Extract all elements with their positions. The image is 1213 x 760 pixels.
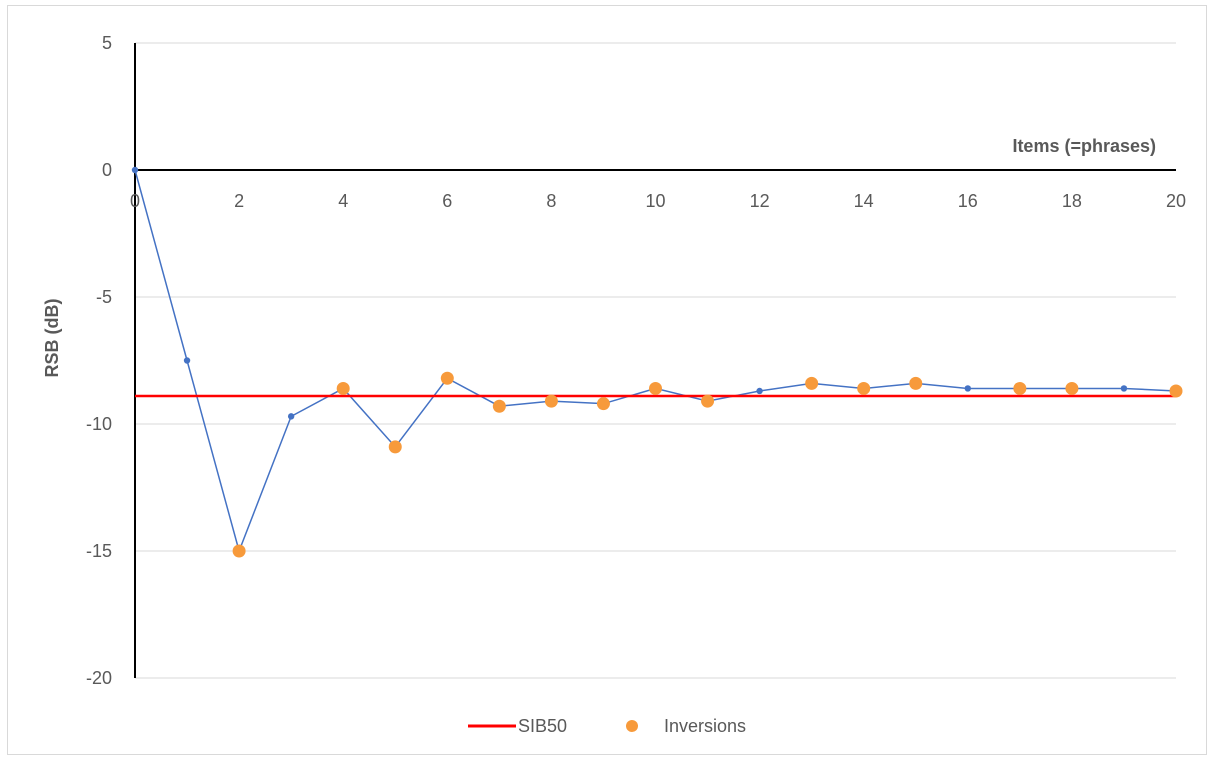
series-layer	[131, 166, 1183, 558]
rsb-point	[1120, 385, 1128, 392]
y-axis-title: RSB (dB)	[42, 299, 62, 378]
inversion-point	[596, 397, 610, 411]
x-tick-label: 18	[1062, 191, 1082, 211]
x-tick-label: 20	[1166, 191, 1186, 211]
x-tick-label: 2	[234, 191, 244, 211]
inversion-point	[701, 394, 715, 408]
x-tick-label: 12	[750, 191, 770, 211]
inversion-point	[1013, 381, 1027, 395]
inversion-point	[336, 381, 350, 395]
x-tick-label: 6	[442, 191, 452, 211]
x-tick-label: 10	[645, 191, 665, 211]
inversion-point	[805, 376, 819, 390]
x-axis-title: Items (=phrases)	[1012, 136, 1156, 156]
y-tick-label: -15	[86, 541, 112, 561]
inversion-point	[1065, 381, 1079, 395]
y-tick-label: 5	[102, 33, 112, 53]
inversion-point	[232, 544, 246, 558]
legend: SIB50 Inversions	[468, 716, 746, 736]
chart-svg: 5 0 -5 -10 -15 -20 0 2 4 6 8 10 12 14 16 18 20 Items (=p…	[42, 33, 1186, 736]
x-tick-label: 14	[854, 191, 874, 211]
rsb-point	[756, 387, 763, 395]
rsb-point	[131, 166, 139, 174]
rsb-point	[964, 385, 971, 392]
inversion-point	[649, 381, 662, 395]
x-tick-label: 16	[958, 191, 978, 211]
y-tick-label: -5	[96, 287, 112, 307]
legend-sib50-label: SIB50	[518, 716, 567, 736]
x-tick-label: 0	[130, 191, 140, 211]
rsb-point	[183, 357, 191, 364]
inversion-point	[857, 381, 871, 395]
inversion-point	[1169, 384, 1183, 398]
ticks-layer: 5 0 -5 -10 -15 -20 0 2 4 6 8 10 12 14 16 18 20	[86, 33, 1186, 688]
chart-frame: 5 0 -5 -10 -15 -20 0 2 4 6 8 10 12 14 16 18 20 Items (=p…	[7, 5, 1207, 755]
legend-inversions-label: Inversions	[664, 716, 746, 736]
inversion-point	[440, 371, 454, 385]
grid-layer	[135, 42, 1176, 679]
axes-layer	[134, 43, 1176, 678]
inversion-point	[544, 394, 558, 408]
y-tick-label: -10	[86, 414, 112, 434]
x-tick-label: 4	[338, 191, 348, 211]
rsb-line	[134, 169, 1177, 554]
rsb-point	[287, 413, 295, 420]
inversion-point	[492, 399, 506, 413]
inversion-point	[909, 376, 923, 390]
x-tick-label: 8	[546, 191, 556, 211]
y-tick-label: 0	[102, 160, 112, 180]
y-tick-label: -20	[86, 668, 112, 688]
legend-inversions-marker	[626, 720, 638, 732]
inversion-point	[388, 440, 402, 454]
